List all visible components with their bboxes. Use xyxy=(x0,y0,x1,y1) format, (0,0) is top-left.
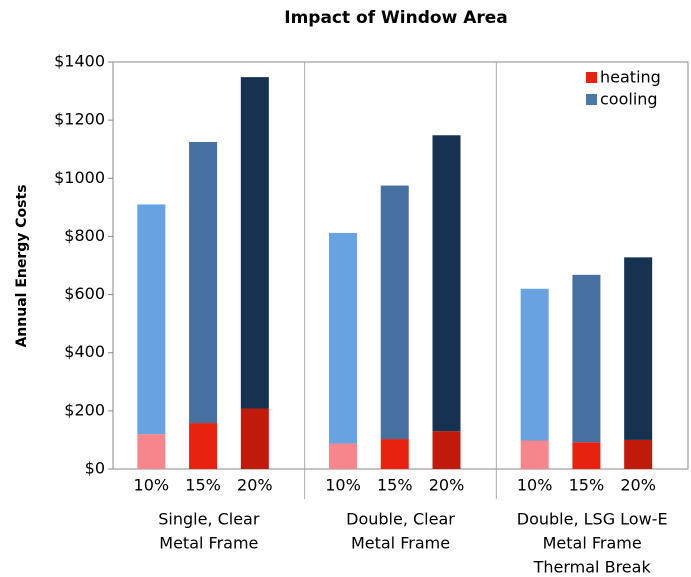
chart-title: Impact of Window Area xyxy=(284,8,508,28)
group-label: Single, Clear xyxy=(158,510,260,529)
x-tick-label: 15% xyxy=(185,476,221,495)
bar-segment xyxy=(329,443,357,469)
bar-segment xyxy=(572,274,601,443)
legend-swatch xyxy=(586,94,597,105)
y-tick-label: $1400 xyxy=(54,52,105,71)
x-tick-label: 20% xyxy=(429,476,465,495)
y-tick-label: $600 xyxy=(64,284,105,303)
y-tick-label: $400 xyxy=(64,342,105,361)
y-tick-label: $1200 xyxy=(54,110,105,129)
bar-segment xyxy=(380,185,409,440)
y-tick-label: $200 xyxy=(64,400,105,419)
y-tick-label: $800 xyxy=(64,226,105,245)
group-label: Metal Frame xyxy=(351,534,450,553)
legend-swatch xyxy=(586,72,597,83)
group-label: Metal Frame xyxy=(543,534,642,553)
x-tick-label: 15% xyxy=(569,476,605,495)
bar-segment xyxy=(189,423,218,469)
bar-segment xyxy=(572,442,601,469)
y-tick-label: $1000 xyxy=(54,168,105,187)
bar-segment xyxy=(137,204,166,435)
bar-segment xyxy=(432,135,461,432)
bar-segment xyxy=(520,440,549,469)
x-tick-label: 10% xyxy=(325,476,361,495)
x-tick-label: 15% xyxy=(377,476,413,495)
x-tick-label: 10% xyxy=(517,476,553,495)
bar-segment xyxy=(520,288,549,441)
x-tick-label: 20% xyxy=(237,476,273,495)
bar-segment xyxy=(137,434,166,469)
bar-segment xyxy=(329,232,357,444)
group-label: Metal Frame xyxy=(159,534,258,553)
bar-segment xyxy=(189,141,218,424)
group-label: Thermal Break xyxy=(533,558,652,577)
bar-segment xyxy=(432,431,461,469)
bar-segment xyxy=(240,77,269,409)
y-axis-title: Annual Energy Costs xyxy=(14,184,30,347)
bar-segment xyxy=(240,408,269,469)
legend-label: cooling xyxy=(600,90,658,109)
y-tick-label: $0 xyxy=(85,459,105,478)
legend-label: heating xyxy=(600,68,661,87)
group-label: Double, Clear xyxy=(346,510,455,529)
x-tick-label: 10% xyxy=(134,476,170,495)
x-tick-label: 20% xyxy=(620,476,656,495)
bar-segment xyxy=(624,439,653,469)
group-label: Double, LSG Low-E xyxy=(517,510,668,529)
bar-segment xyxy=(380,439,409,469)
bar-segment xyxy=(624,257,653,440)
